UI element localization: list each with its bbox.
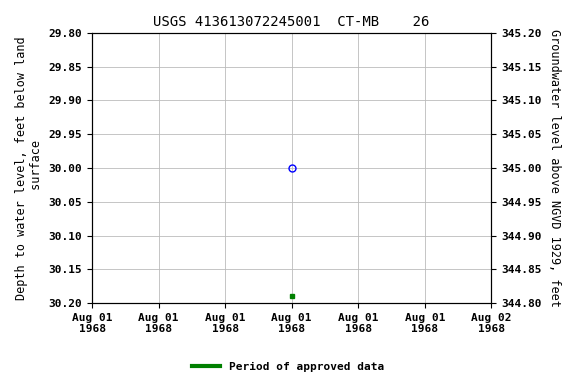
Y-axis label: Groundwater level above NGVD 1929, feet: Groundwater level above NGVD 1929, feet — [548, 29, 561, 307]
Title: USGS 413613072245001  CT-MB    26: USGS 413613072245001 CT-MB 26 — [153, 15, 430, 29]
Legend: Period of approved data: Period of approved data — [188, 358, 388, 377]
Y-axis label: Depth to water level, feet below land
 surface: Depth to water level, feet below land su… — [15, 36, 43, 300]
